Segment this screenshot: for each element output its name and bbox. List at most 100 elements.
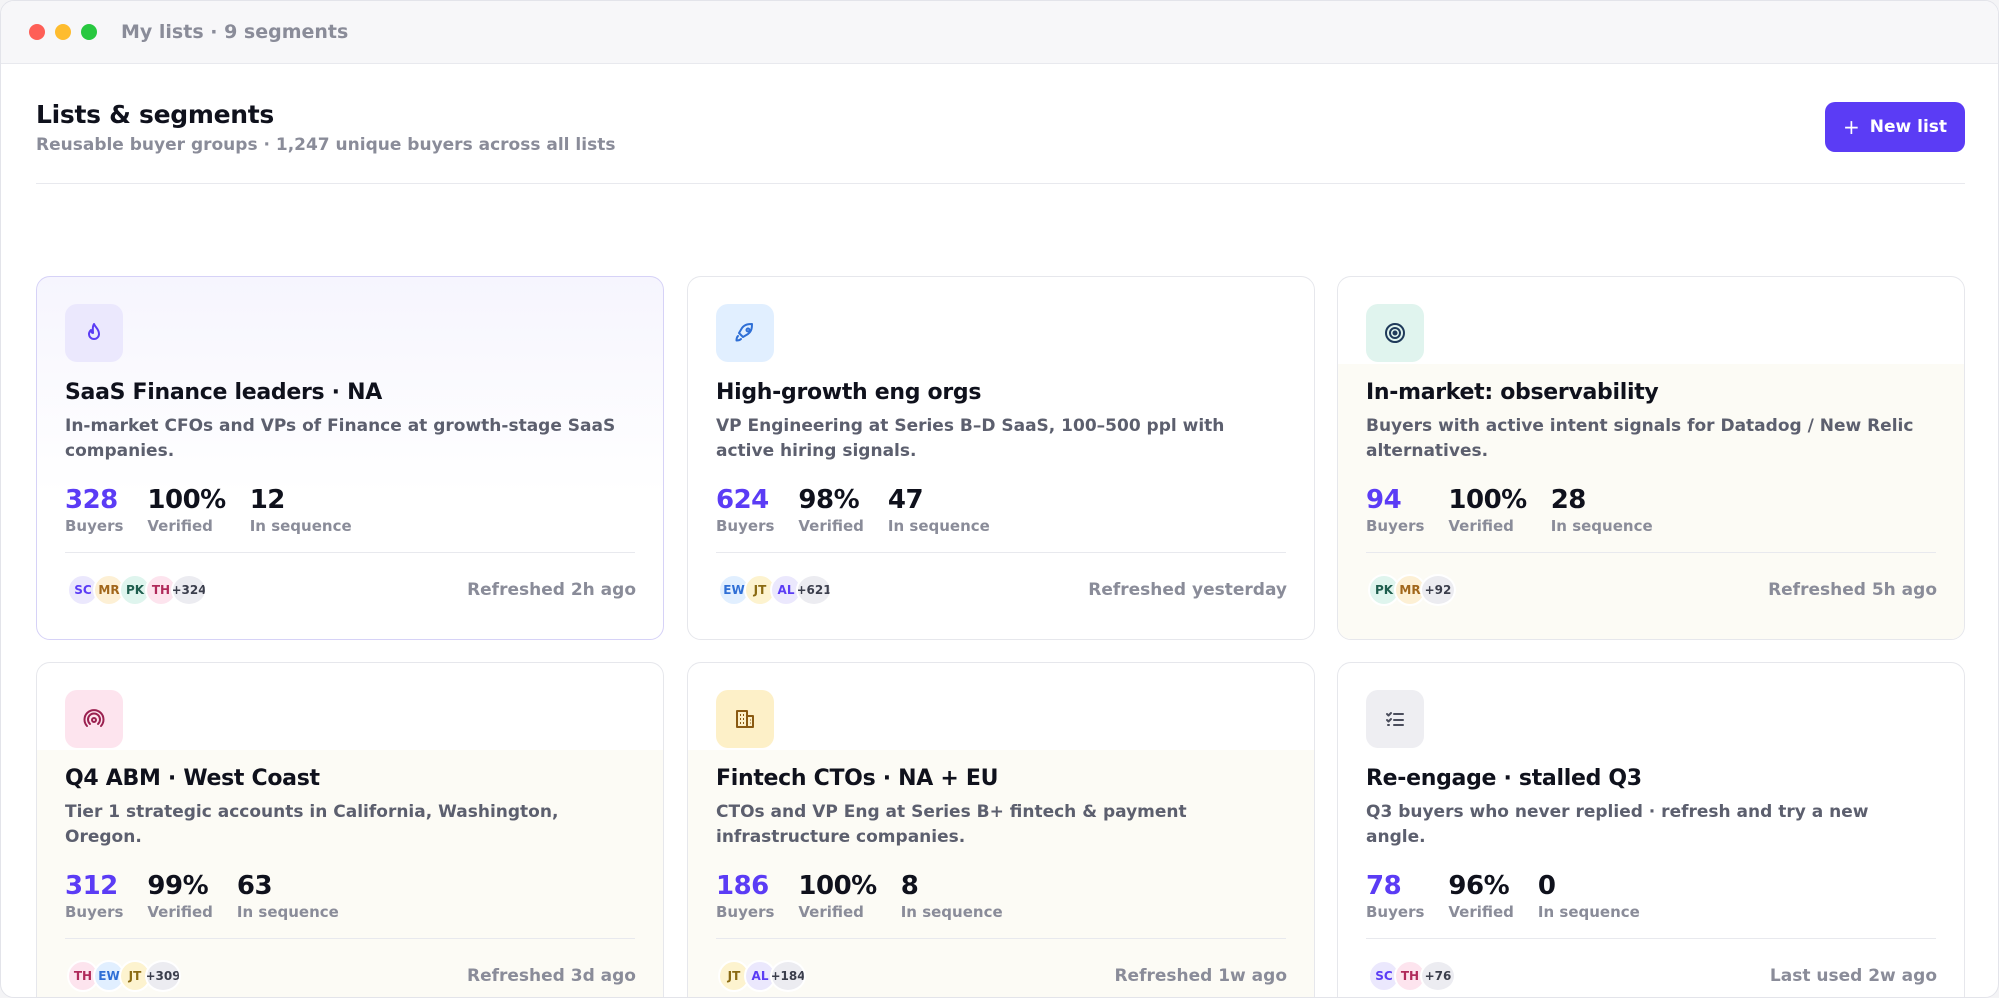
verified-stat: 100% Verified xyxy=(147,485,226,535)
sequence-count: 0 xyxy=(1537,871,1556,901)
verified-label: Verified xyxy=(147,903,213,921)
card-divider xyxy=(716,552,1286,553)
sequence-stat: 0 In sequence xyxy=(1538,871,1640,921)
avatar-more-count: +92 xyxy=(1420,574,1456,606)
verified-stat: 98% Verified xyxy=(798,485,864,535)
buyers-label: Buyers xyxy=(65,517,124,535)
refreshed-timestamp: Last used 2w ago xyxy=(1769,966,1937,986)
sequence-label: In sequence xyxy=(249,517,352,535)
avatar-stack: SC TH +76 xyxy=(1368,960,1456,992)
avatar-more-count: +76 xyxy=(1420,960,1456,992)
buyers-label: Buyers xyxy=(716,903,775,921)
card-stats: 624 Buyers 98% Verified 47 In sequence xyxy=(716,485,1014,535)
buyers-count: 312 xyxy=(65,871,118,901)
avatar-more-count: +621 xyxy=(796,574,832,606)
sequence-stat: 47 In sequence xyxy=(888,485,990,535)
avatar-stack: SC MR PK TH +324 xyxy=(67,574,207,606)
buyers-count: 328 xyxy=(65,485,118,515)
sequence-stat: 12 In sequence xyxy=(250,485,352,535)
verified-label: Verified xyxy=(147,517,213,535)
checklist-icon xyxy=(1366,690,1424,748)
card-title: Fintech CTOs · NA + EU xyxy=(716,766,999,791)
close-window-button[interactable] xyxy=(29,24,45,40)
card-title: SaaS Finance leaders · NA xyxy=(65,380,382,405)
buyers-stat: 624 Buyers xyxy=(716,485,774,535)
buyers-count: 624 xyxy=(716,485,769,515)
buyers-stat: 312 Buyers xyxy=(65,871,123,921)
verified-stat: 100% Verified xyxy=(798,871,877,921)
buyers-label: Buyers xyxy=(1366,517,1425,535)
avatar-more-count: +309 xyxy=(145,960,181,992)
segment-card-re-engage[interactable]: Re-engage · stalled Q3 Q3 buyers who nev… xyxy=(1337,662,1965,997)
refreshed-timestamp: Refreshed 5h ago xyxy=(1768,580,1937,600)
buyers-stat: 78 Buyers xyxy=(1366,871,1424,921)
maximize-window-button[interactable] xyxy=(81,24,97,40)
buyers-stat: 186 Buyers xyxy=(716,871,774,921)
page-header: Lists & segments Reusable buyer groups ·… xyxy=(36,64,1965,184)
sequence-stat: 8 In sequence xyxy=(901,871,1003,921)
title-bar: My lists · 9 segments xyxy=(1,1,1998,64)
rocket-icon xyxy=(716,304,774,362)
card-stats: 94 Buyers 100% Verified 28 In sequence xyxy=(1366,485,1677,535)
new-list-button[interactable]: + New list xyxy=(1825,102,1965,152)
sequence-count: 47 xyxy=(887,485,924,515)
buyers-label: Buyers xyxy=(65,903,124,921)
main-content: Lists & segments Reusable buyer groups ·… xyxy=(36,64,1965,997)
broadcast-icon xyxy=(65,690,123,748)
card-description: CTOs and VP Eng at Series B+ fintech & p… xyxy=(716,802,1187,847)
card-title: In-market: observability xyxy=(1366,380,1659,405)
verified-value: 100% xyxy=(798,871,877,901)
sequence-stat: 63 In sequence xyxy=(237,871,339,921)
sequence-count: 12 xyxy=(249,485,286,515)
verified-label: Verified xyxy=(798,903,864,921)
verified-value: 96% xyxy=(1448,871,1510,901)
card-divider xyxy=(1366,552,1936,553)
verified-label: Verified xyxy=(798,517,864,535)
card-title: Q4 ABM · West Coast xyxy=(65,766,320,791)
page-subtitle: Reusable buyer groups · 1,247 unique buy… xyxy=(36,135,616,155)
avatar: TH xyxy=(67,960,99,992)
refreshed-timestamp: Refreshed 2h ago xyxy=(467,580,636,600)
minimize-window-button[interactable] xyxy=(55,24,71,40)
sequence-label: In sequence xyxy=(236,903,339,921)
buyers-label: Buyers xyxy=(1366,903,1425,921)
plus-icon: + xyxy=(1842,115,1860,139)
buyers-stat: 94 Buyers xyxy=(1366,485,1424,535)
verified-value: 98% xyxy=(798,485,860,515)
sequence-count: 8 xyxy=(900,871,919,901)
avatar-more-count: +324 xyxy=(171,574,207,606)
new-list-label: New list xyxy=(1869,117,1948,137)
verified-stat: 99% Verified xyxy=(147,871,213,921)
verified-value: 100% xyxy=(147,485,226,515)
segment-card-saas-finance[interactable]: SaaS Finance leaders · NA In-market CFOs… xyxy=(36,276,664,640)
segment-card-observability[interactable]: In-market: observability Buyers with act… xyxy=(1337,276,1965,640)
card-title: High-growth eng orgs xyxy=(716,380,982,405)
flame-icon xyxy=(65,304,123,362)
sequence-count: 63 xyxy=(236,871,273,901)
card-description: Tier 1 strategic accounts in California,… xyxy=(65,802,559,847)
refreshed-timestamp: Refreshed 1w ago xyxy=(1114,966,1287,986)
avatar-more-count: +184 xyxy=(770,960,806,992)
avatar-stack: PK MR +92 xyxy=(1368,574,1456,606)
card-title: Re-engage · stalled Q3 xyxy=(1366,766,1642,791)
segment-card-fintech-ctos[interactable]: Fintech CTOs · NA + EU CTOs and VP Eng a… xyxy=(687,662,1315,997)
card-description: Buyers with active intent signals for Da… xyxy=(1366,416,1914,461)
sequence-stat: 28 In sequence xyxy=(1551,485,1653,535)
card-divider xyxy=(716,938,1286,939)
card-stats: 328 Buyers 100% Verified 12 In sequence xyxy=(65,485,376,535)
segment-card-q4-abm[interactable]: Q4 ABM · West Coast Tier 1 strategic acc… xyxy=(36,662,664,997)
card-description: VP Engineering at Series B–D SaaS, 100–5… xyxy=(716,416,1225,461)
card-description: Q3 buyers who never replied · refresh an… xyxy=(1366,802,1869,847)
sequence-label: In sequence xyxy=(1537,903,1640,921)
card-divider xyxy=(1366,938,1936,939)
page-title: Lists & segments xyxy=(36,100,274,129)
sequence-count: 28 xyxy=(1550,485,1587,515)
avatar: SC xyxy=(1368,960,1400,992)
verified-stat: 96% Verified xyxy=(1448,871,1514,921)
sequence-label: In sequence xyxy=(900,903,1003,921)
card-stats: 78 Buyers 96% Verified 0 In sequence xyxy=(1366,871,1664,921)
segment-card-high-growth-eng[interactable]: High-growth eng orgs VP Engineering at S… xyxy=(687,276,1315,640)
refreshed-timestamp: Refreshed yesterday xyxy=(1088,580,1287,600)
avatar-stack: EW JT AL +621 xyxy=(718,574,832,606)
